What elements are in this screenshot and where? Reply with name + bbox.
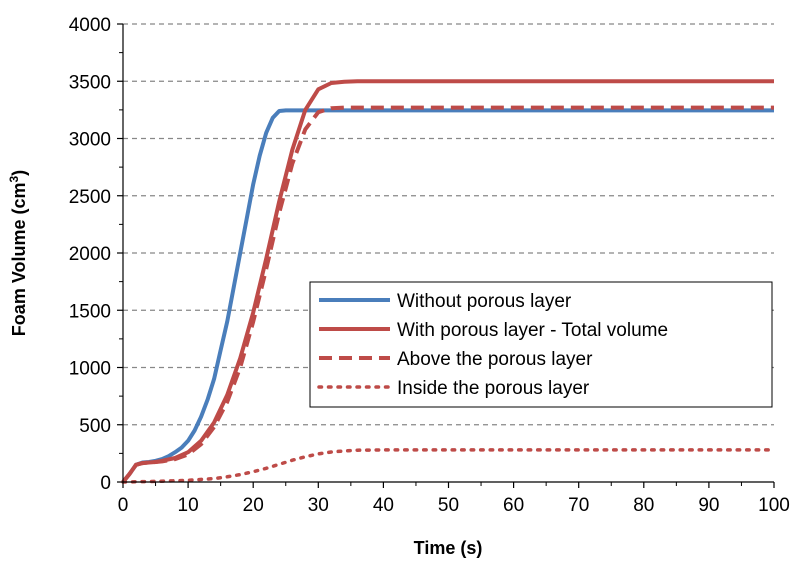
series-line-3 xyxy=(121,105,774,484)
x-tick-label: 30 xyxy=(308,495,329,516)
x-tick-label: 70 xyxy=(568,495,589,516)
legend-label-2: With porous layer - Total volume xyxy=(397,320,668,341)
y-tick-label: 4000 xyxy=(69,15,111,36)
axis-ticks: 0 500 1000 1500 2000 2500 3000 3500 4000 0 10 20 30 4… xyxy=(69,15,790,516)
y-tick-label: 2500 xyxy=(69,187,111,208)
x-tick-label: 80 xyxy=(633,495,654,516)
legend-label-3: Above the porous layer xyxy=(397,349,593,370)
y-tick-label: 1000 xyxy=(69,359,111,380)
x-tick-label: 100 xyxy=(758,495,790,516)
y-tick-label: 1500 xyxy=(69,301,111,322)
x-tick-label: 50 xyxy=(438,495,459,516)
x-tick-label: 40 xyxy=(373,495,394,516)
x-tick-label: 20 xyxy=(243,495,264,516)
legend: Without porous layer With porous layer - … xyxy=(309,281,773,408)
x-axis-title: Time (s) xyxy=(414,538,483,558)
x-tick-label: 10 xyxy=(178,495,199,516)
y-tick-label: 3500 xyxy=(69,72,111,93)
series-line-4 xyxy=(121,448,776,484)
x-tick-label: 90 xyxy=(698,495,719,516)
y-axis-title: Foam Volume (cm3) xyxy=(7,170,29,336)
y-tick-label: 500 xyxy=(79,416,111,437)
series-lines xyxy=(121,79,776,484)
y-tick-label: 3000 xyxy=(69,130,111,151)
legend-label-1: Without porous layer xyxy=(397,291,572,312)
y-axis-title-superscript: 3 xyxy=(7,175,21,182)
x-tick-label: 0 xyxy=(118,495,129,516)
legend-label-4: Inside the porous layer xyxy=(397,378,590,399)
x-tick-label: 60 xyxy=(503,495,524,516)
y-tick-label: 0 xyxy=(100,473,111,494)
y-tick-label: 2000 xyxy=(69,244,111,265)
series-line-2 xyxy=(121,79,774,484)
